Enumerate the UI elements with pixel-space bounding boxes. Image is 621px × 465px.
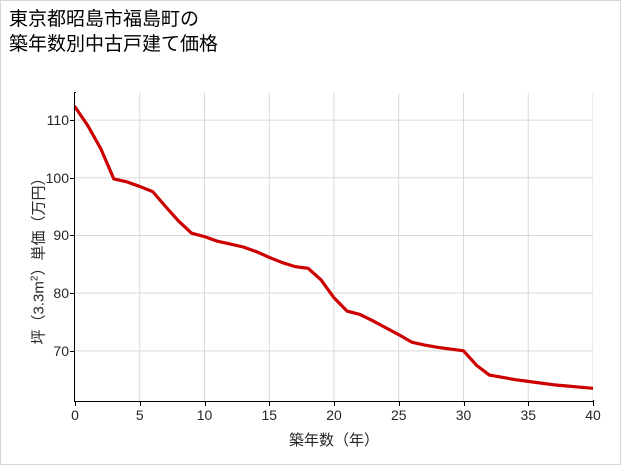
- y-tick-mark: [70, 120, 75, 122]
- x-tick-labels: 0 5 10 15 20 25 30 35 40: [1, 407, 620, 429]
- y-tick-mark: [70, 235, 75, 237]
- plot-area: [75, 93, 593, 401]
- x-tick-mark: [463, 402, 465, 406]
- y-tick-mark: [70, 350, 75, 352]
- x-tick-mark: [75, 402, 76, 406]
- y-tick-label: 70: [53, 342, 69, 359]
- chart-title: 東京都昭島市福島町の 築年数別中古戸建て価格: [9, 9, 219, 55]
- x-tick-label: 0: [71, 407, 79, 423]
- price-line-series: [75, 105, 593, 390]
- x-tick-label: 20: [326, 407, 342, 423]
- x-tick-mark: [269, 402, 271, 406]
- y-axis-label-prefix: 坪（3.3m: [30, 281, 48, 345]
- y-tick-label: 110: [46, 112, 69, 129]
- line-chart-svg: [75, 93, 593, 401]
- x-axis-spine: [74, 400, 594, 402]
- x-tick-mark: [593, 402, 594, 406]
- x-tick-label: 15: [261, 407, 278, 423]
- x-tick-mark: [528, 402, 530, 406]
- x-tick-mark: [204, 402, 206, 406]
- y-tick-mark: [70, 177, 75, 179]
- x-tick-mark: [139, 402, 141, 406]
- x-tick-label: 25: [390, 407, 407, 423]
- y-tick-label: 90: [53, 227, 69, 244]
- x-tick-label: 30: [455, 407, 472, 423]
- gridlines: [75, 93, 593, 401]
- x-tick-label: 10: [196, 407, 213, 423]
- y-tick-label: 80: [53, 285, 69, 302]
- y-tick-mark: [70, 293, 75, 295]
- y-tick-label: 100: [45, 169, 69, 186]
- x-axis-label: 築年数（年）: [288, 432, 379, 449]
- y-axis-label-superscript: 2: [29, 275, 41, 282]
- x-tick-mark: [334, 402, 335, 406]
- y-tick-labels: 70 80 90 100 110: [21, 1, 69, 464]
- y-axis-label: 坪（3.3m2）単価（万円）: [28, 108, 49, 408]
- x-tick-mark: [398, 402, 400, 406]
- x-tick-label: 40: [585, 407, 601, 423]
- y-axis-label-suffix: ）単価（万円）: [30, 170, 48, 276]
- x-tick-label: 5: [135, 407, 144, 423]
- x-tick-label: 35: [520, 407, 537, 423]
